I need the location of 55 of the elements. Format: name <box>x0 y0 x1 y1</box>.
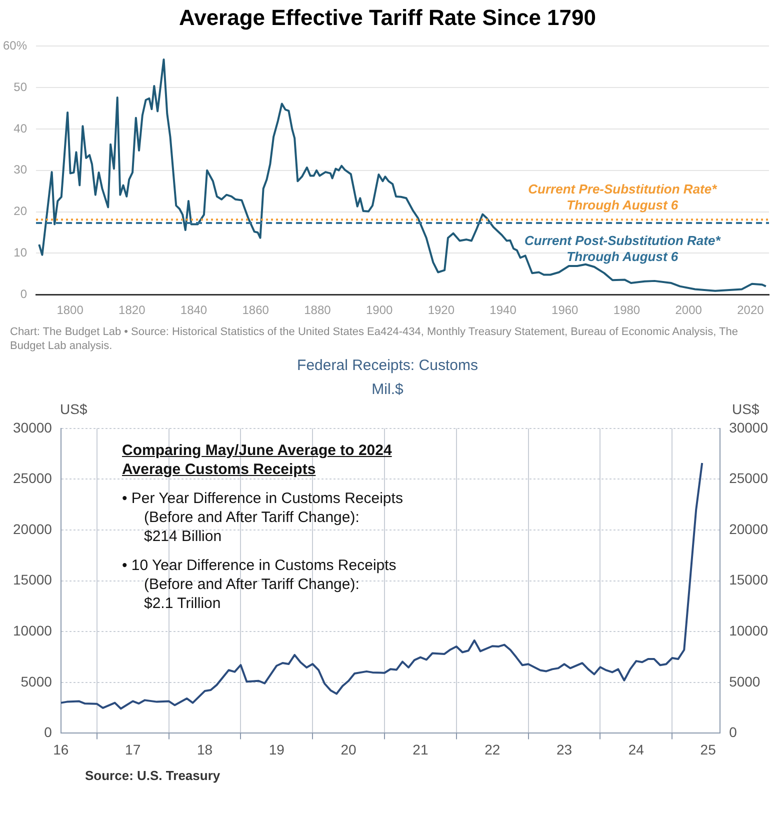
annotation: • 10 Year Difference in Customs Receipts (Before and After Tariff Change): $2.1 Trillion <box>122 556 398 613</box>
y-tick-label: 20000 <box>12 520 52 537</box>
x-tick-label: 1980 <box>613 303 640 318</box>
y-tick-label: 30000 <box>12 419 52 436</box>
y-tick-label: 30 <box>14 162 28 177</box>
y2-tick-label: 5000 <box>729 673 760 690</box>
x-tick-label: 20 <box>340 741 357 758</box>
x-tick-label: 2000 <box>675 303 702 318</box>
y-tick-label: 15000 <box>12 572 52 588</box>
y-tick-label: 10 <box>14 246 28 260</box>
x-tick-label: 25 <box>700 741 716 758</box>
ref-line-label: Current Post-Substitution Rate* Through August 6 <box>524 232 722 264</box>
ref-line-label: Current Pre-Substitution Rate* Through August 6 <box>528 182 718 213</box>
y-tick-label: 40 <box>14 121 28 136</box>
x-tick-label: 21 <box>412 741 428 758</box>
y-tick-label: 10000 <box>12 622 52 638</box>
x-tick-label: 18 <box>196 741 213 758</box>
x-tick-label: 1940 <box>490 303 517 318</box>
chart-subtitle: Mil.$ <box>370 380 404 400</box>
annotation: Comparing May/June Average to 2024 Average Customs Receipts <box>122 441 393 479</box>
text: Chart: The Budget Lab • Source: Historical Statistics of the United States Ea424-434, Monthly Treasury Statement, Bureau of Economic Analysis, The Budget Lab analysis. <box>9 325 739 353</box>
y2-tick-label: 0 <box>729 724 738 740</box>
y2-tick-label: 15000 <box>729 572 768 588</box>
x-tick-label: 23 <box>556 741 572 758</box>
x-tick-label: 1860 <box>242 303 270 318</box>
x-tick-label: 1960 <box>552 303 579 318</box>
x-tick-label: 1820 <box>118 303 146 318</box>
annotation: • Per Year Difference in Customs Receipts (Before and After Tariff Change): $214 Billion <box>122 489 403 546</box>
source-note: Source: U.S. Treasury <box>84 767 222 783</box>
y2-tick-label: 25000 <box>729 470 768 486</box>
x-tick-label: 17 <box>125 741 141 758</box>
y-tick-label: 0 <box>20 286 28 301</box>
y-tick-label: 5000 <box>20 673 52 690</box>
y-tick-label: 50 <box>14 80 28 94</box>
x-tick-label: 1800 <box>56 303 84 318</box>
chart-title: Average Effective Tariff Rate Since 1790 <box>178 4 597 32</box>
y2-tick-label: 10000 <box>729 622 768 638</box>
x-tick-label: 1840 <box>180 303 208 318</box>
x-tick-label: 24 <box>628 741 644 758</box>
x-tick-label: 1920 <box>428 303 455 318</box>
y-tick-label: 0 <box>44 724 52 740</box>
x-tick-label: 19 <box>268 741 285 758</box>
x-tick-label: 16 <box>53 741 69 758</box>
y-tick-label: 20 <box>14 204 28 218</box>
y-tick-label: 60% <box>2 38 28 53</box>
x-tick-label: 2020 <box>737 303 764 318</box>
y-tick-label: 25000 <box>12 470 52 486</box>
y2-axis-title: US$ <box>732 401 760 417</box>
y2-tick-label: 20000 <box>729 520 768 537</box>
x-tick-label: 1880 <box>304 303 332 318</box>
x-tick-label: 22 <box>484 741 500 758</box>
y-axis-title: US$ <box>60 401 88 417</box>
x-tick-label: 1900 <box>366 303 393 318</box>
y2-tick-label: 30000 <box>729 419 768 436</box>
chart-title: Federal Receipts: Customs <box>296 356 479 376</box>
